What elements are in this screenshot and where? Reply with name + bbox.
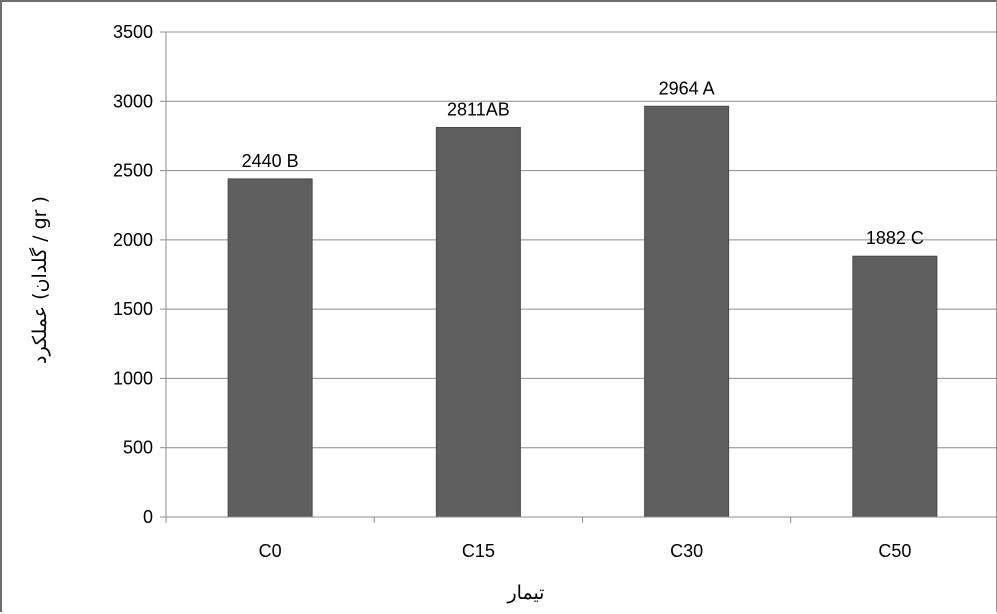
x-axis-title: تیمار	[507, 582, 545, 604]
y-tick-label: 1000	[113, 368, 153, 388]
y-axis-title: عملکرد (گلدان / gr )	[28, 196, 51, 364]
y-tick-label: 3000	[113, 91, 153, 111]
y-tick-label: 3500	[113, 22, 153, 42]
x-tick-label: C15	[462, 541, 495, 561]
labels: 0 500 1000 1500 2000 2500 3000 3500 2440 B C0 2811…	[113, 22, 924, 561]
x-tick-label: C0	[259, 541, 282, 561]
bar	[227, 178, 313, 518]
x-tick-label: C30	[670, 541, 703, 561]
bar	[852, 255, 938, 518]
bar	[644, 105, 730, 518]
data-label: 2964 A	[659, 78, 715, 98]
y-tick-label: 2500	[113, 161, 153, 181]
data-label: 2811AB	[447, 99, 510, 119]
y-tick-label: 1500	[113, 299, 153, 319]
data-label: 1882 C	[866, 228, 924, 248]
bars	[227, 105, 938, 518]
x-tick-label: C50	[878, 541, 911, 561]
y-tick-label: 500	[123, 438, 153, 458]
y-tick-label: 2000	[113, 230, 153, 250]
y-tick-label: 0	[143, 507, 153, 527]
bar	[435, 126, 521, 518]
data-label: 2440 B	[242, 151, 299, 171]
axes	[160, 31, 997, 523]
